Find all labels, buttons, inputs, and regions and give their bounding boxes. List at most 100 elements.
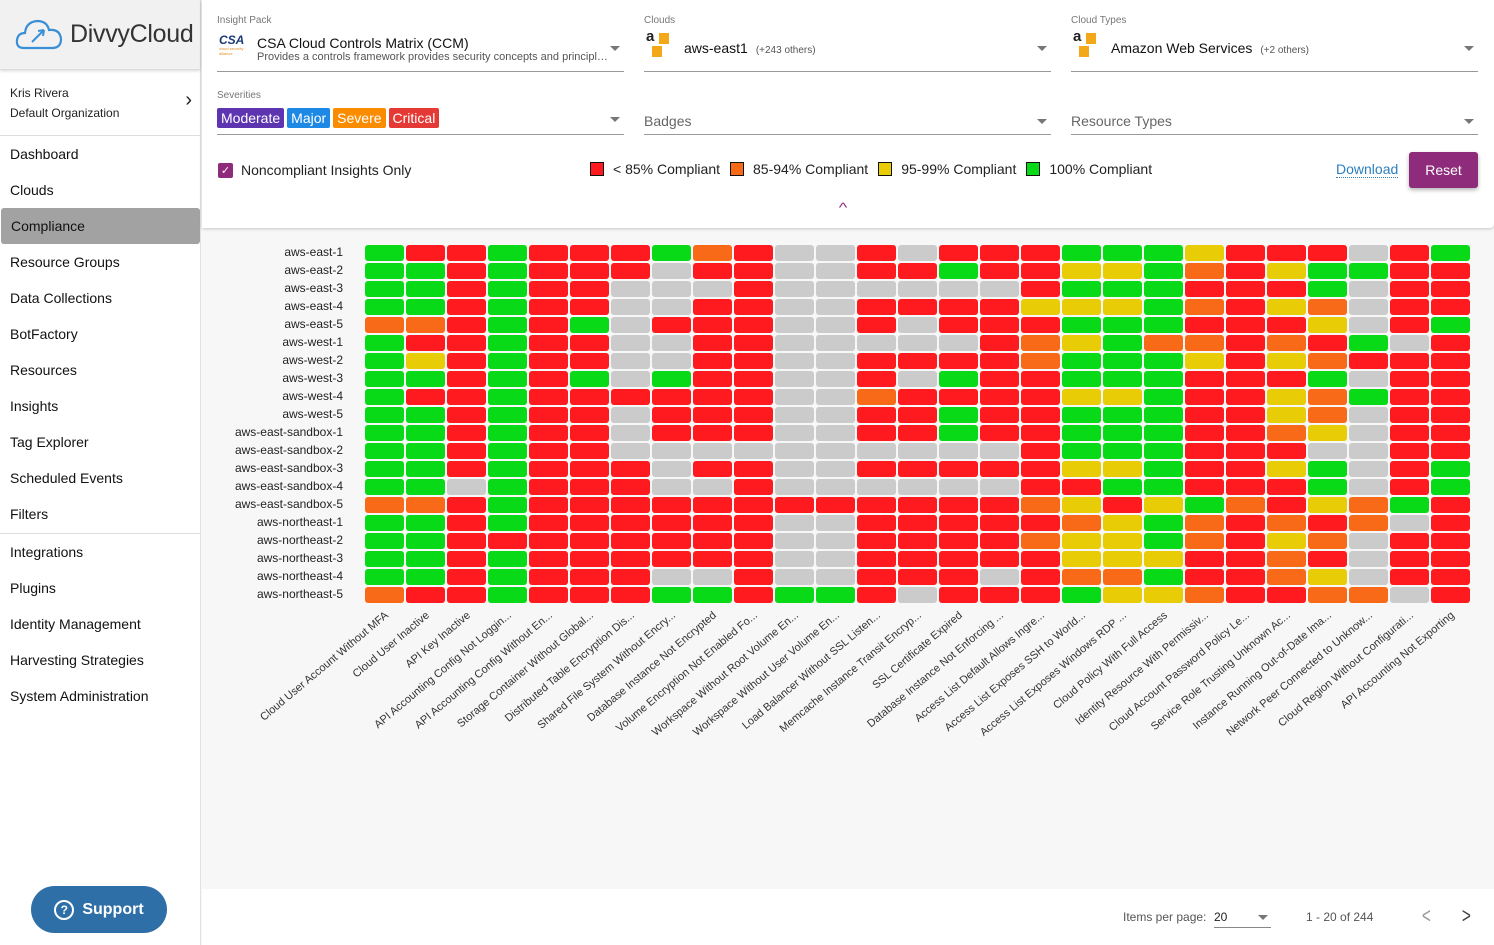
heatmap-cell[interactable] (447, 335, 486, 351)
heatmap-cell[interactable] (1103, 551, 1142, 567)
heatmap-cell[interactable] (447, 353, 486, 369)
heatmap-cell[interactable] (1185, 569, 1224, 585)
heatmap-cell[interactable] (488, 587, 527, 603)
heatmap-cell[interactable] (1226, 371, 1265, 387)
heatmap-cell[interactable] (611, 479, 650, 495)
heatmap-cell[interactable] (570, 443, 609, 459)
heatmap-cell[interactable] (1144, 299, 1183, 315)
heatmap-cell[interactable] (693, 371, 732, 387)
heatmap-cell[interactable] (365, 551, 404, 567)
heatmap-cell[interactable] (1431, 587, 1470, 603)
heatmap-cell[interactable] (816, 335, 855, 351)
heatmap-cell[interactable] (1021, 497, 1060, 513)
heatmap-cell[interactable] (816, 497, 855, 513)
heatmap-cell[interactable] (447, 461, 486, 477)
heatmap-cell[interactable] (1144, 245, 1183, 261)
heatmap-cell[interactable] (898, 299, 937, 315)
heatmap-cell[interactable] (1308, 497, 1347, 513)
heatmap-cell[interactable] (1431, 335, 1470, 351)
heatmap-cell[interactable] (939, 425, 978, 441)
heatmap-cell[interactable] (939, 335, 978, 351)
heatmap-cell[interactable] (488, 443, 527, 459)
heatmap-cell[interactable] (775, 371, 814, 387)
heatmap-cell[interactable] (980, 443, 1019, 459)
support-button[interactable]: ? Support (31, 886, 167, 933)
heatmap-cell[interactable] (980, 515, 1019, 531)
heatmap-cell[interactable] (1390, 353, 1429, 369)
heatmap-cell[interactable] (857, 443, 896, 459)
heatmap-cell[interactable] (365, 353, 404, 369)
heatmap-cell[interactable] (980, 299, 1019, 315)
heatmap-cell[interactable] (1103, 407, 1142, 423)
heatmap-cell[interactable] (406, 461, 445, 477)
sidebar-item-identity-management[interactable]: Identity Management (10, 616, 141, 632)
heatmap-cell[interactable] (1349, 587, 1388, 603)
heatmap-cell[interactable] (406, 479, 445, 495)
logo[interactable]: DivvyCloud (0, 0, 200, 70)
heatmap-cell[interactable] (898, 443, 937, 459)
heatmap-cell[interactable] (611, 551, 650, 567)
heatmap-cell[interactable] (734, 515, 773, 531)
heatmap-cell[interactable] (898, 281, 937, 297)
heatmap-cell[interactable] (365, 461, 404, 477)
heatmap-cell[interactable] (406, 245, 445, 261)
heatmap-cell[interactable] (529, 317, 568, 333)
heatmap-cell[interactable] (488, 245, 527, 261)
heatmap-cell[interactable] (1185, 245, 1224, 261)
heatmap-cell[interactable] (652, 389, 691, 405)
heatmap-cell[interactable] (570, 425, 609, 441)
heatmap-cell[interactable] (1308, 551, 1347, 567)
heatmap-cell[interactable] (611, 443, 650, 459)
heatmap-cell[interactable] (1144, 551, 1183, 567)
heatmap-cell[interactable] (1390, 281, 1429, 297)
heatmap-cell[interactable] (1103, 263, 1142, 279)
heatmap-cell[interactable] (1431, 569, 1470, 585)
heatmap-cell[interactable] (1349, 515, 1388, 531)
cloud-types-select[interactable]: a Amazon Web Services (+2 others) (1071, 28, 1478, 72)
heatmap-cell[interactable] (816, 461, 855, 477)
heatmap-cell[interactable] (1308, 299, 1347, 315)
heatmap-cell[interactable] (857, 515, 896, 531)
heatmap-cell[interactable] (1349, 479, 1388, 495)
heatmap-cell[interactable] (734, 569, 773, 585)
heatmap-cell[interactable] (365, 569, 404, 585)
heatmap-cell[interactable] (734, 551, 773, 567)
heatmap-cell[interactable] (611, 533, 650, 549)
heatmap-cell[interactable] (1308, 371, 1347, 387)
severity-chip-critical[interactable]: Critical (388, 108, 440, 128)
heatmap-cell[interactable] (939, 353, 978, 369)
heatmap-cell[interactable] (488, 461, 527, 477)
heatmap-cell[interactable] (857, 479, 896, 495)
heatmap-cell[interactable] (980, 569, 1019, 585)
heatmap-cell[interactable] (693, 335, 732, 351)
heatmap-cell[interactable] (775, 299, 814, 315)
sidebar-item-insights[interactable]: Insights (10, 398, 59, 414)
heatmap-cell[interactable] (980, 533, 1019, 549)
heatmap-cell[interactable] (775, 407, 814, 423)
sidebar-item-resource-groups[interactable]: Resource Groups (10, 254, 120, 270)
heatmap-cell[interactable] (652, 551, 691, 567)
heatmap-cell[interactable] (611, 461, 650, 477)
heatmap-cell[interactable] (1062, 515, 1101, 531)
sidebar-item-tag-explorer[interactable]: Tag Explorer (10, 434, 89, 450)
heatmap-cell[interactable] (447, 425, 486, 441)
heatmap-cell[interactable] (406, 587, 445, 603)
heatmap-cell[interactable] (1103, 497, 1142, 513)
heatmap-cell[interactable] (529, 245, 568, 261)
heatmap-cell[interactable] (406, 533, 445, 549)
heatmap-cell[interactable] (1185, 443, 1224, 459)
heatmap-cell[interactable] (1349, 245, 1388, 261)
heatmap-cell[interactable] (1185, 551, 1224, 567)
user-menu[interactable]: Kris Rivera Default Organization › (0, 70, 200, 136)
heatmap-cell[interactable] (570, 353, 609, 369)
heatmap-cell[interactable] (611, 515, 650, 531)
heatmap-cell[interactable] (775, 353, 814, 369)
heatmap-cell[interactable] (775, 443, 814, 459)
heatmap-cell[interactable] (898, 263, 937, 279)
heatmap-cell[interactable] (939, 281, 978, 297)
heatmap-cell[interactable] (693, 245, 732, 261)
heatmap-cell[interactable] (447, 281, 486, 297)
heatmap-cell[interactable] (365, 389, 404, 405)
heatmap-cell[interactable] (1021, 353, 1060, 369)
heatmap-cell[interactable] (1349, 317, 1388, 333)
